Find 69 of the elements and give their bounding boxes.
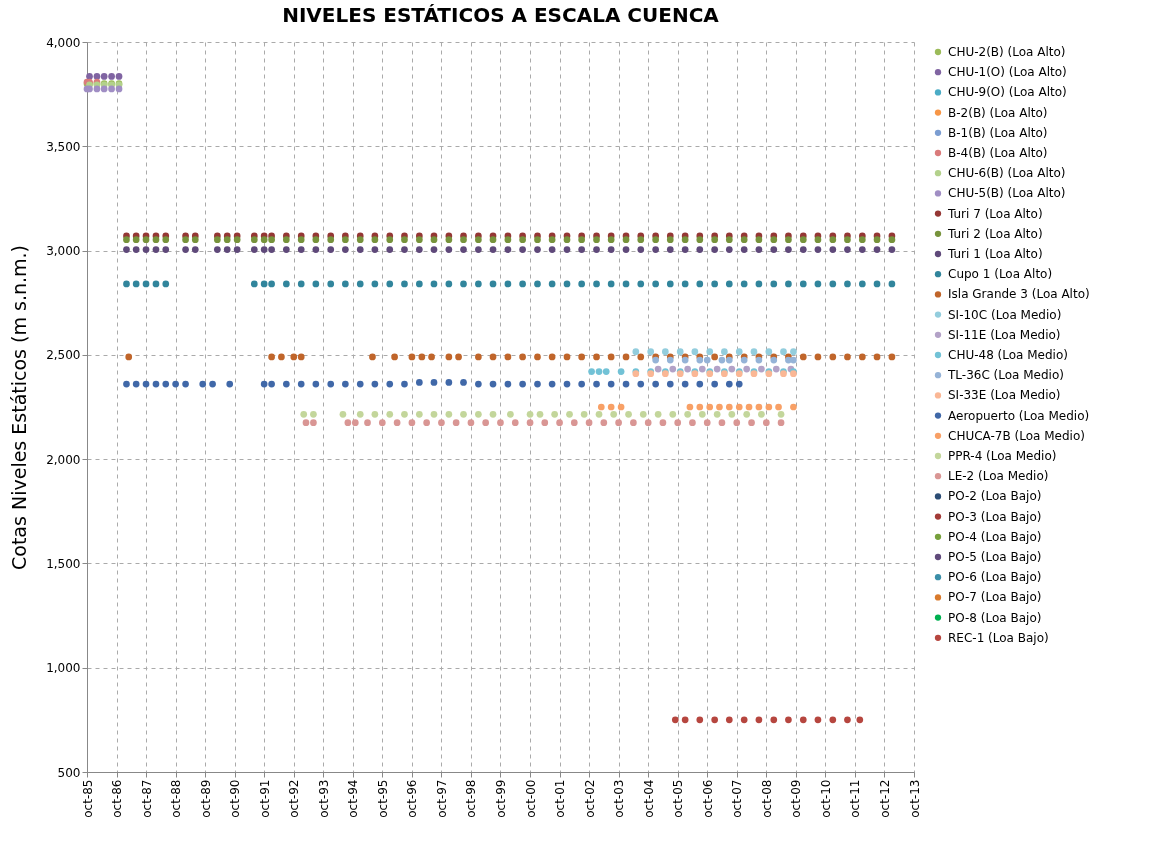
legend-label: CHU-1(O) (Loa Alto)	[948, 65, 1067, 80]
legend-label: Turi 7 (Loa Alto)	[947, 206, 1043, 221]
x-tick-label: oct-99	[493, 779, 508, 818]
legend-label: SI-33E (Loa Medio)	[948, 388, 1061, 403]
x-tick-label: oct-07	[730, 779, 745, 818]
y-tick-label: 1,500	[46, 556, 81, 571]
legend-label: TL-36C (Loa Medio)	[947, 368, 1064, 383]
legend-label: REC-1 (Loa Bajo)	[948, 630, 1049, 645]
legend-label: PO-5 (Loa Bajo)	[948, 550, 1042, 564]
legend-label: LE-2 (Loa Medio)	[948, 469, 1049, 484]
x-tick-label: oct-01	[553, 779, 568, 818]
x-tick-label: oct-94	[346, 779, 361, 818]
x-tick-label: oct-10	[818, 779, 833, 818]
x-tick-label: oct-96	[405, 779, 420, 818]
legend-label: CHU-5(B) (Loa Alto)	[948, 186, 1066, 201]
legend-label: Cupo 1 (Loa Alto)	[948, 267, 1053, 282]
x-tick-label: oct-87	[139, 779, 154, 818]
x-tick-label: oct-95	[375, 779, 390, 818]
legend-label: CHU-9(O) (Loa Alto)	[948, 85, 1067, 100]
legend-label: CHU-48 (Loa Medio)	[948, 348, 1068, 362]
y-tick-label: 4,000	[46, 35, 81, 50]
x-tick-label: oct-04	[641, 779, 656, 818]
x-tick-label: oct-91	[257, 779, 272, 818]
y-tick-label: 1,000	[46, 661, 81, 676]
x-tick-label: oct-00	[523, 779, 538, 818]
x-tick-label: oct-11	[848, 779, 863, 818]
x-tick-label: oct-97	[434, 779, 449, 818]
y-tick-label: 2,000	[46, 452, 81, 467]
x-tick-label: oct-92	[287, 779, 302, 818]
legend-label: PO-6 (Loa Bajo)	[948, 570, 1042, 585]
y-axis-title: Cotas Niveles Estáticos (m s.n.m.)	[8, 245, 31, 570]
x-tick-label: oct-93	[316, 779, 331, 818]
legend-label: Isla Grande 3 (Loa Alto)	[948, 287, 1090, 302]
x-tick-label: oct-05	[671, 779, 686, 818]
x-tick-label: oct-08	[759, 779, 774, 818]
legend-label: B-1(B) (Loa Alto)	[948, 125, 1048, 140]
legend-label: Aeropuerto (Loa Medio)	[948, 408, 1090, 423]
x-tick-label: oct-13	[907, 779, 922, 818]
legend-label: PO-7 (Loa Bajo)	[948, 590, 1042, 605]
y-tick-label: 3,500	[46, 139, 81, 154]
legend-label: SI-10C (Loa Medio)	[948, 307, 1062, 322]
x-tick-label: oct-12	[877, 779, 892, 818]
legend-label: PPR-4 (Loa Medio)	[948, 449, 1057, 463]
legend-label: PO-8 (Loa Bajo)	[948, 610, 1042, 625]
legend-label: CHU-2(B) (Loa Alto)	[948, 45, 1066, 59]
legend-label: PO-2 (Loa Bajo)	[948, 489, 1042, 504]
x-tick-label: oct-09	[789, 779, 804, 818]
y-tick-label: 2,500	[46, 348, 81, 363]
legend-label: Turi 2 (Loa Alto)	[947, 226, 1043, 241]
x-tick-label: oct-85	[80, 779, 95, 818]
chart-title: NIVELES ESTÁTICOS A ESCALA CUENCA	[282, 3, 720, 27]
x-tick-label: oct-06	[700, 779, 715, 818]
x-tick-label: oct-98	[464, 779, 479, 818]
legend-label: B-2(B) (Loa Alto)	[948, 105, 1048, 120]
y-tick-label: 3,000	[46, 244, 81, 259]
x-tick-label: oct-02	[582, 779, 597, 818]
x-tick-label: oct-03	[612, 779, 627, 818]
x-tick-label: oct-90	[228, 779, 243, 818]
legend-label: CHUCA-7B (Loa Medio)	[948, 428, 1085, 443]
x-tick-label: oct-89	[198, 779, 213, 818]
x-tick-label: oct-86	[110, 779, 125, 818]
legend-label: B-4(B) (Loa Alto)	[948, 146, 1048, 160]
legend-label: CHU-6(B) (Loa Alto)	[948, 166, 1066, 181]
legend-label: Turi 1 (Loa Alto)	[947, 247, 1043, 261]
legend-label: PO-3 (Loa Bajo)	[948, 509, 1042, 524]
y-tick-label: 500	[57, 765, 81, 780]
legend-label: PO-4 (Loa Bajo)	[948, 529, 1042, 544]
legend-label: SI-11E (Loa Medio)	[948, 327, 1061, 342]
x-tick-label: oct-88	[169, 779, 184, 818]
